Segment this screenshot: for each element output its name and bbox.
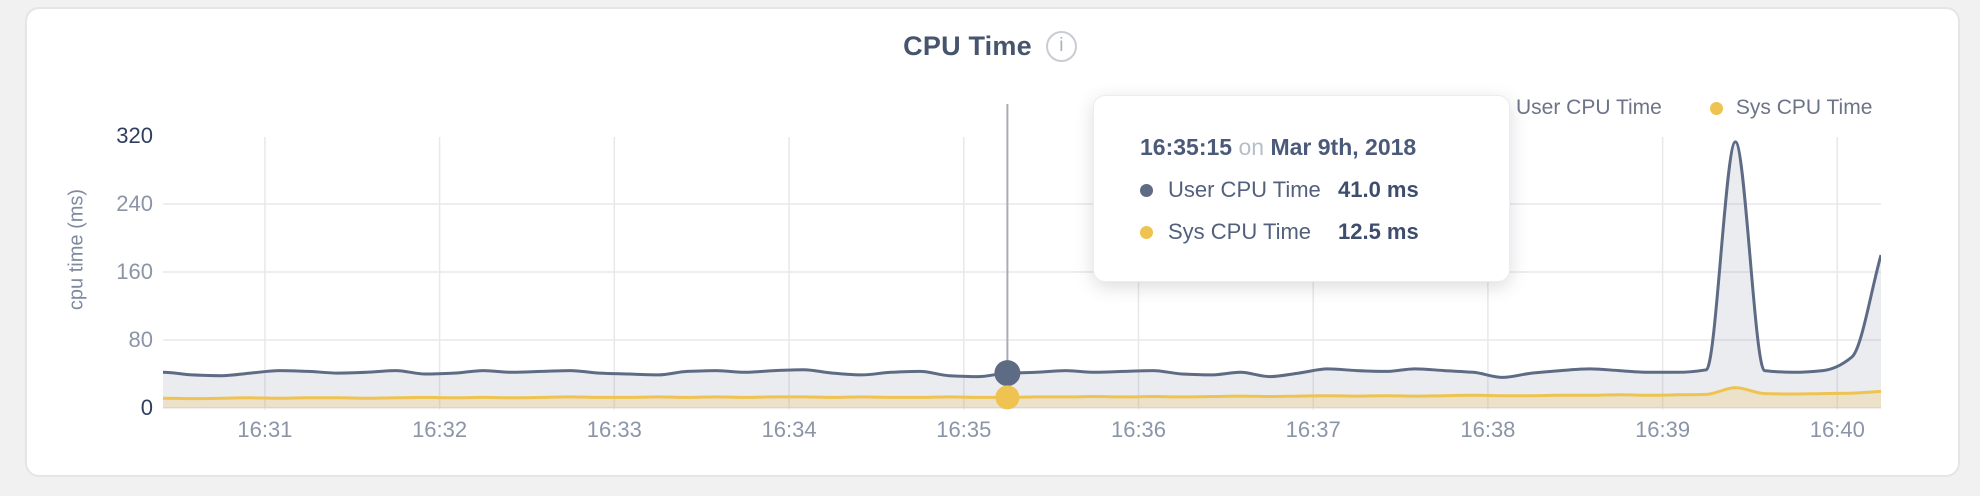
x-tick-label: 16:38	[1460, 417, 1516, 442]
user-cpu-time-line	[163, 140, 1881, 379]
x-tick-label: 16:33	[586, 417, 642, 442]
x-tick-label: 16:36	[1110, 417, 1167, 442]
chart-tooltip: 16:35:15 on Mar 9th, 2018 User CPU Time …	[1093, 95, 1510, 282]
x-tick-label: 16:31	[237, 417, 293, 442]
legend-dot-sys-icon	[1709, 101, 1723, 115]
y-tick-label: 0	[140, 395, 153, 420]
x-tick-label: 16:40	[1809, 417, 1865, 442]
tooltip-value-user: 41.0 ms	[1338, 177, 1419, 202]
x-tick-label: 16:32	[412, 417, 468, 442]
tooltip-conjunction: on	[1238, 134, 1265, 160]
chart-header: CPU Time i	[0, 30, 1980, 62]
tooltip-time: 16:35:15	[1140, 134, 1233, 160]
x-tick-label: 16:34	[761, 417, 817, 442]
y-tick-label: 80	[128, 327, 153, 352]
legend-item-sys-cpu-time[interactable]: Sys CPU Time	[1709, 96, 1873, 120]
legend-label-sys: Sys CPU Time	[1735, 96, 1873, 119]
tooltip-label-user: User CPU Time	[1168, 177, 1321, 202]
tooltip-header: 16:35:15 on Mar 9th, 2018	[1140, 134, 1483, 161]
tooltip-value-sys: 12.5 ms	[1338, 219, 1419, 244]
user-cpu-time-area	[163, 141, 1881, 408]
x-tick-label: 16:39	[1635, 417, 1691, 442]
hover-dot-sys-cpu-time[interactable]	[995, 385, 1020, 410]
info-icon[interactable]: i	[1045, 30, 1077, 62]
y-tick-label: 240	[116, 191, 153, 216]
x-tick-label: 16:37	[1285, 417, 1341, 442]
x-tick-label: 16:35	[936, 417, 992, 442]
tooltip-date: Mar 9th, 2018	[1270, 134, 1417, 160]
y-tick-label: 320	[116, 123, 153, 148]
tooltip-row-sys: Sys CPU Time 12.5 ms	[1140, 219, 1483, 245]
tooltip-label-sys: Sys CPU Time	[1168, 219, 1312, 244]
y-tick-label: 160	[116, 259, 153, 284]
hover-dot-user-cpu-time[interactable]	[994, 360, 1021, 387]
chart-title: CPU Time	[903, 30, 1032, 61]
legend-label-user: User CPU Time	[1516, 96, 1662, 119]
tooltip-row-user: User CPU Time 41.0 ms	[1140, 177, 1483, 203]
tooltip-dot-sys-icon	[1140, 225, 1153, 239]
tooltip-dot-user-icon	[1140, 183, 1153, 197]
